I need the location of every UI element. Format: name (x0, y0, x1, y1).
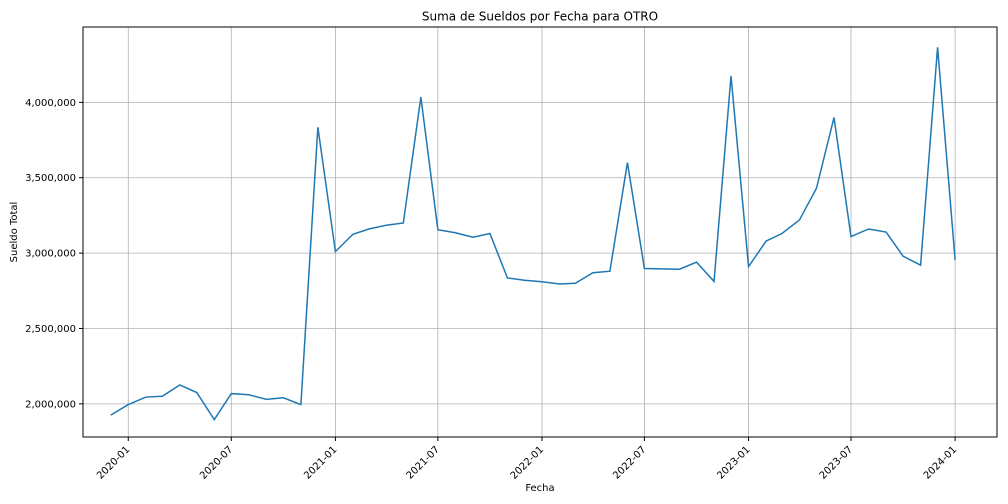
chart-title: Suma de Sueldos por Fecha para OTRO (422, 10, 658, 24)
y-tick-label: 3,500,000 (25, 173, 76, 184)
x-tick-label: 2021-07 (405, 444, 442, 481)
grid (83, 27, 997, 437)
y-tick-label: 2,000,000 (25, 399, 76, 410)
x-axis-label: Fecha (525, 483, 554, 494)
x-axis-ticks: 2020-01 2020-07 2021-01 2021-07 2022-01 2022-… (95, 437, 959, 482)
y-tick-label: 2,500,000 (25, 324, 76, 335)
series-layer (110, 47, 956, 422)
x-tick-label: 2021-01 (302, 444, 339, 481)
x-tick-label: 2020-01 (95, 444, 132, 481)
x-tick-label: 2022-01 (509, 444, 546, 481)
x-tick-label: 2023-07 (818, 444, 855, 481)
series-line (110, 47, 956, 422)
plot-area-frame (82, 26, 998, 438)
y-axis-label: Sueldo Total (9, 202, 20, 263)
x-tick-label: 2023-01 (715, 444, 752, 481)
x-tick-label: 2022-07 (611, 444, 648, 481)
y-tick-label: 3,000,000 (25, 249, 76, 260)
y-tick-label: 4,000,000 (25, 98, 76, 109)
x-tick-label: 2024-01 (922, 444, 959, 481)
x-tick-label: 2020-07 (198, 444, 235, 481)
y-axis-ticks: 2,000,000 2,500,000 3,000,000 3,500,000 4,00… (25, 98, 83, 410)
